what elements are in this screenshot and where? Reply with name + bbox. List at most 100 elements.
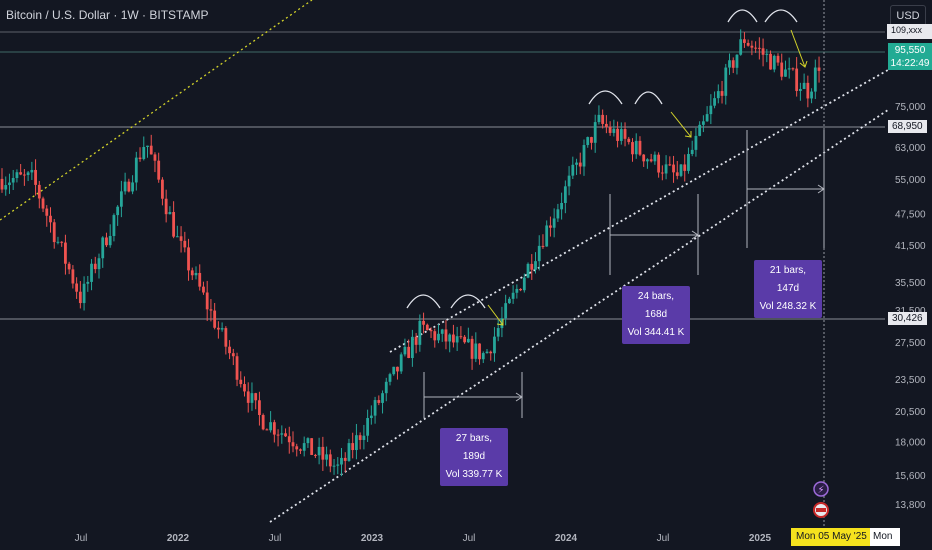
candle-down (216, 327, 220, 330)
candle-up (90, 263, 93, 282)
candle-up (347, 443, 351, 461)
candle-up (474, 343, 478, 359)
x-tick-label: Jul (463, 533, 476, 544)
candle-up (340, 457, 343, 465)
y-tick-label: 15,600 (895, 471, 926, 482)
candle-down (616, 128, 619, 141)
candle-down (590, 137, 593, 143)
candle-down (795, 68, 799, 91)
candle-down (463, 336, 467, 343)
candle-up (515, 288, 519, 293)
candle-up (537, 245, 541, 262)
candle-down (75, 283, 79, 292)
candle-up (619, 129, 623, 141)
candle-down (549, 225, 552, 228)
candle-up (597, 114, 601, 123)
candle-up (511, 292, 515, 299)
candle-up (687, 153, 690, 171)
candle-down (668, 164, 672, 166)
candle-down (37, 184, 41, 199)
candle-up (440, 329, 444, 334)
candle-up (8, 182, 11, 186)
candle-up (97, 258, 101, 270)
candle-down (422, 320, 425, 325)
candle-down (649, 159, 653, 162)
candle-down (642, 154, 646, 162)
candle-down (41, 198, 45, 209)
candle-down (806, 82, 810, 99)
candle-up (556, 209, 560, 219)
event-icons[interactable]: ⚡ (813, 481, 829, 518)
horizontal-levels (0, 31, 885, 320)
measure-brackets (423, 130, 825, 418)
support-trendline[interactable] (269, 109, 889, 523)
upper-channel-line[interactable] (0, 0, 313, 221)
candle-down (45, 208, 49, 216)
candle-down (452, 334, 455, 343)
candle-up (325, 454, 328, 460)
candle-down (328, 454, 332, 467)
candle-up (112, 215, 116, 237)
candle-down (627, 138, 631, 143)
candle-down (93, 263, 97, 270)
candle-up (593, 122, 597, 143)
candle-down (459, 336, 463, 338)
x-tick-label: Jul (657, 533, 670, 544)
candle-down (720, 91, 724, 96)
y-tick-label: 20,500 (895, 407, 926, 418)
candle-up (220, 328, 224, 330)
candle-up (30, 169, 34, 173)
candle-down (183, 240, 187, 248)
current-price-badge: 95,550 14:22:49 (888, 43, 932, 70)
current-price: 95,550 (894, 45, 926, 56)
y-tick-label: 47,500 (895, 209, 926, 220)
candle-down (608, 127, 612, 133)
candle-up (575, 162, 578, 165)
candle-up (302, 443, 306, 451)
candle-down (172, 212, 176, 237)
candle-up (698, 124, 702, 136)
candle-down (683, 164, 687, 171)
measure-vol: Vol 344.41 K (627, 327, 685, 338)
x-tick-label: 2022 (167, 533, 190, 544)
candle-up (552, 218, 556, 228)
candle-up (810, 91, 813, 99)
measure-box-3[interactable]: 21 bars, 147d Vol 248.32 K (754, 260, 822, 318)
candle-down (239, 379, 243, 385)
candle-up (634, 140, 638, 155)
candle-up (437, 333, 440, 341)
candle-up (410, 336, 414, 358)
candle-up (336, 464, 340, 466)
candle-down (817, 67, 821, 71)
candle-down (67, 263, 71, 270)
candle-up (418, 320, 422, 345)
level-badge-30426: 30,426 (888, 312, 927, 325)
candle-up (694, 135, 698, 150)
channel-trendline[interactable] (389, 69, 889, 353)
candle-down (235, 356, 239, 380)
yellow-arrows (487, 29, 808, 326)
candle-down (161, 179, 164, 199)
candle-up (108, 236, 112, 246)
candle-up (362, 435, 366, 440)
measure-box-2[interactable]: 24 bars, 168d Vol 344.41 K (622, 286, 690, 344)
candle-down (284, 433, 287, 437)
measure-vol: Vol 248.32 K (759, 301, 817, 312)
candle-down (757, 47, 761, 49)
candle-down (313, 454, 317, 456)
candle-up (369, 415, 373, 419)
candle-down (470, 338, 474, 359)
candle-down (261, 415, 265, 430)
candle-down (660, 172, 664, 174)
candle-up (373, 400, 377, 416)
y-tick-label: 27,500 (895, 338, 926, 349)
candle-up (82, 283, 86, 304)
candle-up (116, 206, 120, 216)
candle-down (675, 172, 679, 176)
measure-box-1[interactable]: 27 bars, 189d Vol 339.77 K (440, 428, 508, 486)
candle-up (496, 328, 500, 337)
x-tick-label: 2025 (749, 533, 772, 544)
candle-down (750, 45, 754, 48)
candle-down (157, 160, 161, 180)
